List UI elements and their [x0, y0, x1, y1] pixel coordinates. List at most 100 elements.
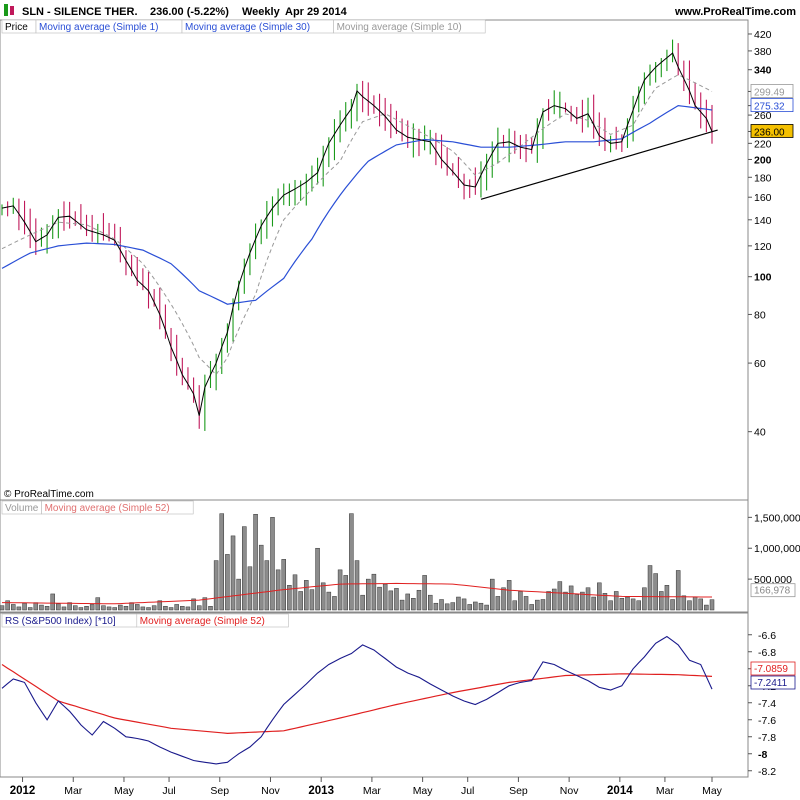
volume-bar-84 [473, 601, 478, 611]
volume-bar-117 [659, 591, 664, 611]
volume-bar-103 [580, 591, 585, 611]
volume-last-box [750, 583, 796, 598]
volume-bar-46 [258, 544, 264, 611]
volume-bar-91 [512, 600, 518, 611]
volume-tick-label-0: 500,000 [754, 574, 792, 586]
time-axis: 2012 Mar May Jul Sep Nov 2013 Mar May Jul Sep Nov 20… [0, 776, 748, 797]
price-legend-box-3 [333, 19, 486, 34]
volume-bar-124 [698, 598, 703, 611]
rs-panel: RS (S&P500 Index) [*10] Moving average (S… [0, 612, 796, 778]
volume-bar-75 [422, 575, 427, 611]
volume-bar-0 [0, 605, 5, 611]
time-label-1: Mar [64, 785, 83, 797]
price-tick-label-15: 380 [754, 46, 772, 58]
volume-bar-14 [78, 607, 84, 611]
volume-bar-72 [405, 593, 410, 611]
volume-bar-8 [44, 606, 50, 611]
time-label-12: 2014 [607, 785, 633, 797]
rs-last-box-1 [750, 675, 796, 690]
volume-bar-47 [264, 560, 270, 611]
price-tick-label-10: 236.00 [754, 127, 785, 138]
rs-last-box-0 [750, 661, 796, 676]
volume-bar-25 [140, 606, 146, 611]
volume-bar-80 [450, 602, 456, 611]
rs-tick-label-6: -7.8 [758, 732, 776, 744]
volume-bar-121 [681, 595, 687, 611]
volume-bar-20 [112, 607, 117, 611]
volume-bar-39 [219, 513, 225, 611]
volume-bar-85 [478, 602, 484, 611]
volume-bar-109 [613, 591, 619, 611]
volume-bar-51 [287, 585, 292, 611]
volume-bar-52 [292, 574, 298, 611]
volume-bar-93 [523, 596, 529, 611]
volume-bars [0, 513, 715, 611]
ma30-line [1, 104, 713, 305]
price-tick-label-5: 140 [754, 215, 772, 227]
rs-ma52-line [1, 663, 713, 735]
price-tick-label-0: 40 [754, 427, 766, 439]
price-value-box-10 [750, 124, 794, 138]
volume-bar-77 [433, 602, 439, 611]
volume-bar-23 [129, 602, 134, 611]
price-legend-item-2: Moving average (Simple 30) [185, 22, 310, 33]
price-tick-label-2: 80 [754, 309, 766, 321]
rs-line [1, 635, 713, 765]
volume-bar-92 [518, 591, 523, 611]
price-tick-label-9: 220 [754, 138, 772, 150]
rs-last-label-1: -7.2411 [754, 678, 788, 689]
copyright: © ProRealTime.com [4, 489, 94, 500]
volume-legend-item-1: Moving average (Simple 52) [45, 503, 170, 514]
rs-tick-label-5: -7.6 [758, 715, 776, 727]
volume-bar-65 [366, 578, 371, 611]
time-label-7: Mar [363, 785, 382, 797]
volume-bar-118 [664, 585, 670, 611]
volume-legend-item-0: Volume [5, 503, 39, 514]
volume-bar-95 [535, 599, 540, 611]
volume-bar-114 [642, 587, 647, 611]
time-label-5: Nov [261, 785, 280, 797]
volume-bar-66 [371, 573, 377, 611]
volume-bar-9 [50, 593, 55, 611]
symbol-title: SLN - SILENCE THER. [22, 6, 138, 18]
volume-bar-43 [242, 526, 247, 611]
volume-bar-44 [247, 566, 253, 611]
volume-bar-22 [123, 606, 129, 611]
price-legend: Price Moving average (Simple 1) Moving ave… [1, 19, 486, 34]
volume-bar-70 [394, 588, 399, 611]
volume-bar-37 [208, 606, 213, 611]
volume-bar-28 [157, 600, 163, 611]
volume-bar-50 [281, 559, 286, 611]
volume-bar-40 [225, 554, 230, 611]
price-tick-label-11: 260 [754, 110, 772, 122]
volume-bar-2 [11, 604, 16, 611]
volume-bar-45 [253, 514, 258, 611]
price-legend-item-3: Moving average (Simple 10) [337, 22, 462, 33]
volume-bar-71 [399, 599, 405, 611]
volume-bar-18 [101, 605, 106, 611]
volume-bar-54 [304, 580, 309, 611]
volume-bar-56 [315, 547, 320, 611]
price-candles [1, 39, 713, 431]
close-line [1, 52, 713, 416]
price-tick-label-4: 120 [754, 241, 772, 253]
volume-bar-115 [647, 565, 653, 611]
site-link[interactable]: www.ProRealTime.com [674, 6, 796, 18]
volume-bar-61 [343, 575, 348, 611]
volume-last-label: 166,978 [754, 586, 791, 597]
volume-bar-97 [546, 591, 551, 611]
time-label-4: Sep [210, 785, 229, 797]
volume-bar-15 [84, 606, 89, 611]
volume-bar-68 [382, 583, 388, 611]
volume-bar-120 [675, 570, 681, 611]
volume-bar-38 [213, 560, 219, 611]
price-tick-label-3: 100 [754, 272, 772, 284]
volume-bar-32 [180, 606, 185, 611]
volume-bar-86 [484, 604, 489, 611]
volume-panel: Volume Moving average (Simple 52) 500,000… [0, 499, 800, 613]
support-trendline [480, 129, 718, 200]
price-tick-label-1: 60 [754, 358, 766, 370]
volume-bar-107 [602, 593, 608, 611]
volume-bar-69 [388, 590, 394, 611]
